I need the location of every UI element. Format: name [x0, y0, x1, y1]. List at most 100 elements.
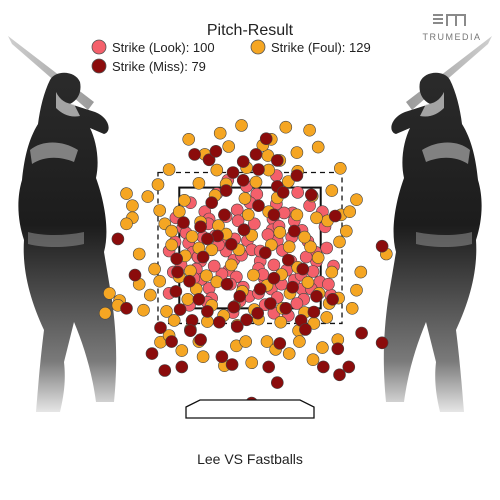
pitch-point-strike-miss [145, 347, 159, 360]
pitch-point-strike-foul [126, 199, 139, 212]
pitch-point-strike-miss [276, 186, 290, 199]
pitch-point-strike-foul [333, 162, 347, 175]
pitch-point-strike-foul [311, 140, 325, 154]
pitch-point-strike-miss [202, 153, 216, 167]
pitch-point-strike-foul [120, 217, 133, 231]
pitch-point-strike-foul [225, 258, 238, 272]
pitch-point-strike-miss [375, 336, 389, 350]
pitch-point-strike-miss [120, 301, 133, 315]
pitch-point-strike-miss [173, 303, 187, 316]
pitch-point-strike-miss [342, 360, 356, 374]
pitch-point-strike-foul [245, 356, 258, 370]
legend-label-strike-miss: Strike (Miss): 79 [112, 59, 206, 74]
pitch-point-strike-foul [196, 350, 210, 364]
pitch-point-strike-miss [333, 368, 346, 382]
pitch-point-strike-miss [310, 289, 323, 303]
pitch-point-strike-foul [200, 269, 213, 283]
pitch-point-strike-miss [219, 184, 233, 197]
pitch-point-strike-miss [252, 199, 265, 212]
pitch-point-strike-miss [220, 277, 234, 291]
pitch-point-strike-foul [182, 133, 195, 146]
pitch-point-strike-miss [375, 239, 389, 253]
pitch-point-strike-foul [260, 335, 274, 348]
pitch-point-strike-foul [132, 247, 146, 261]
pitch-point-strike-miss [326, 292, 339, 306]
pitch-point-strike-foul [242, 208, 255, 222]
pitch-point-strike-miss [194, 220, 207, 234]
pitch-point-strike-foul [103, 286, 116, 300]
pitch-point-strike-miss [194, 333, 207, 347]
pitch-point-strike-foul [185, 230, 199, 243]
pitch-point-strike-miss [196, 250, 210, 264]
home-plate [185, 399, 315, 419]
pitch-point-strike-foul [304, 240, 317, 254]
pitch-point-strike-foul [173, 205, 186, 218]
pitch-point-strike-foul [162, 163, 176, 176]
pitch-point-strike-foul [213, 126, 227, 140]
pitch-point-strike-foul [167, 314, 181, 327]
pitch-point-strike-foul [120, 187, 133, 200]
pitch-point-strike-miss [281, 253, 295, 267]
legend-marker-strike-look [91, 39, 107, 55]
pitch-point-strike-miss [192, 292, 206, 306]
pitch-point-strike-foul [144, 288, 157, 302]
pitch-point-strike-foul [273, 226, 287, 239]
pitch-point-strike-foul [354, 265, 368, 279]
pitch-point-strike-foul [350, 193, 363, 206]
pitch-point-strike-miss [209, 145, 223, 158]
trumedia-logo-text: TRUMEDIA [423, 32, 482, 42]
pitch-point-strike-miss [184, 324, 197, 338]
pitch-point-strike-miss [218, 208, 231, 222]
pitch-point-strike-miss [175, 360, 189, 374]
pitch-point-strike-foul [343, 205, 357, 218]
pitch-point-strike-miss [201, 305, 214, 318]
pitch-point-strike-foul [290, 208, 304, 222]
pitch-point-strike-foul [249, 175, 263, 189]
legend-marker-strike-miss [91, 58, 107, 74]
pitch-point-strike-foul [151, 178, 165, 191]
pitch-point-strike-miss [236, 174, 250, 187]
legend-item-strike-miss[interactable]: Strike (Miss): 79 [91, 58, 206, 74]
pitch-point-strike-foul [153, 274, 166, 288]
pitch-point-strike-look [267, 258, 281, 272]
pitch-point-strike-miss [226, 166, 240, 179]
pitch-point-strike-miss [213, 315, 226, 329]
pitch-point-strike-foul [282, 240, 296, 254]
pitch-point-strike-foul [298, 230, 311, 244]
pitch-point-strike-foul [222, 140, 235, 153]
pitch-point-strike-foul [339, 224, 353, 238]
pitch-point-strike-foul [325, 265, 339, 279]
batter-silhouette-left [8, 36, 117, 412]
pitch-point-strike-miss [299, 323, 312, 336]
pitch-point-strike-look [291, 186, 305, 199]
legend-item-strike-look[interactable]: Strike (Look): 100 [91, 39, 215, 55]
pitch-point-strike-miss [252, 163, 265, 176]
pitch-point-strike-foul [239, 335, 252, 348]
pitch-point-strike-foul [98, 306, 112, 320]
legend: Strike (Look): 100 Strike (Foul): 129 St… [91, 39, 371, 74]
pitch-point-strike-miss [111, 232, 125, 246]
pitch-point-strike-foul [153, 204, 166, 217]
pitch-point-strike-miss [225, 238, 238, 251]
pitch-point-strike-foul [320, 311, 334, 324]
pitch-point-strike-look [290, 297, 304, 310]
pitch-point-strike-miss [267, 271, 281, 285]
pitch-point-strike-miss [262, 360, 276, 374]
legend-item-strike-foul[interactable]: Strike (Foul): 129 [250, 39, 371, 55]
pitch-point-strike-foul [238, 192, 252, 205]
pitch-point-strike-foul [290, 146, 304, 159]
chart-caption: Lee VS Fastballs [197, 451, 303, 467]
pitch-point-strike-foul [192, 177, 206, 190]
pitch-point-strike-miss [183, 274, 196, 288]
pitch-point-strike-miss [230, 320, 244, 333]
pitch-point-strike-miss [253, 282, 267, 296]
pitch-point-strike-miss [158, 364, 172, 377]
pitch-point-strike-foul [137, 303, 150, 317]
pitch-point-strike-foul [205, 243, 218, 257]
pitch-point-strike-miss [279, 301, 293, 315]
pitch-point-strike-miss [267, 208, 281, 222]
legend-marker-strike-foul [250, 39, 266, 55]
legend-label-strike-look: Strike (Look): 100 [112, 40, 215, 55]
pitch-point-strike-foul [165, 238, 178, 252]
